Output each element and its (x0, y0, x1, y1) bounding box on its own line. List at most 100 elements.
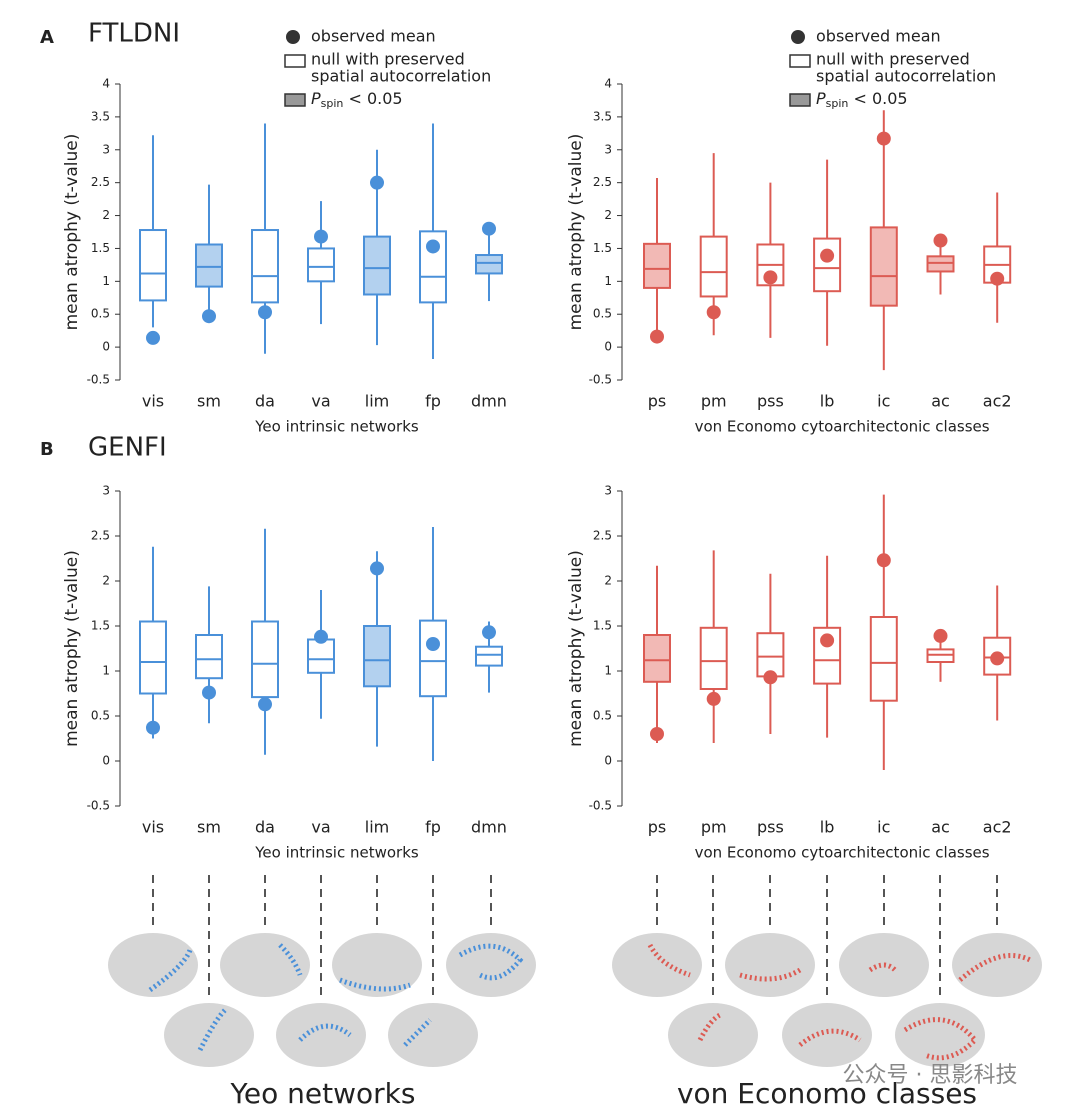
x-tick-label: pss (757, 818, 784, 837)
y-tick-label: 1.5 (593, 241, 612, 255)
box (251, 620, 279, 699)
panel-title: FTLDNI (88, 19, 180, 49)
x-tick-label: lim (365, 392, 389, 411)
panel-title: GENFI (88, 433, 167, 463)
y-tick-label: 0.5 (91, 307, 110, 321)
observed-mean (706, 305, 721, 320)
x-tick-label: da (255, 392, 275, 411)
x-tick-label: ic (877, 392, 890, 411)
observed-mean (876, 553, 891, 568)
y-tick-label: 1 (604, 664, 612, 678)
observed-mean (370, 561, 384, 576)
box (869, 616, 898, 702)
x-tick-label: ac (931, 392, 950, 411)
x-tick-label: pm (701, 818, 727, 837)
y-tick-label: -0.5 (589, 799, 612, 813)
legend-text: < 0.05 (848, 89, 907, 108)
legend-text: spin (321, 97, 344, 110)
observed-mean (202, 685, 216, 700)
legend-text: spin (826, 97, 849, 110)
x-tick-label: ps (648, 392, 667, 411)
legend-box (284, 93, 306, 107)
y-tick-label: 1.5 (593, 619, 612, 633)
x-axis-label: von Economo cytoarchitectonic classes (695, 844, 990, 862)
observed-mean (314, 229, 328, 244)
bottom-label: Yeo networks (230, 1077, 416, 1110)
brain-illustrations (108, 875, 1042, 1067)
y-tick-label: 1.5 (91, 619, 110, 633)
legend-dot (791, 30, 805, 44)
box (643, 634, 671, 683)
observed-mean (933, 628, 948, 643)
bottom-label: von Economo classes (677, 1077, 977, 1110)
x-tick-label: va (311, 818, 330, 837)
watermark: 公众号 · 思影科技 (843, 1063, 1018, 1088)
y-tick-label: 0 (102, 340, 110, 354)
y-tick-label: 2.5 (593, 529, 612, 543)
y-tick-label: 4 (604, 77, 612, 91)
x-axis-label: von Economo cytoarchitectonic classes (695, 418, 990, 436)
box (307, 247, 335, 283)
box (363, 235, 391, 296)
box (869, 226, 898, 307)
x-tick-label: ps (648, 818, 667, 837)
x-tick-label: lim (365, 818, 389, 837)
observed-mean (482, 625, 496, 640)
x-tick-label: sm (197, 392, 221, 411)
y-tick-label: 2.5 (91, 175, 110, 189)
y-tick-label: 2 (604, 208, 612, 222)
box (139, 229, 167, 302)
observed-mean (482, 221, 496, 236)
y-tick-label: 3 (604, 484, 612, 498)
y-tick-label: 3 (102, 484, 110, 498)
box (307, 638, 335, 674)
y-tick-label: 3 (604, 142, 612, 156)
legend-dot (286, 30, 300, 44)
observed-mean (650, 727, 664, 741)
y-tick-label: 3 (102, 142, 110, 156)
x-tick-label: pss (757, 392, 784, 411)
observed-mean (650, 329, 664, 344)
box (363, 625, 391, 688)
box (756, 632, 785, 678)
x-tick-label: da (255, 818, 275, 837)
x-tick-label: va (311, 392, 330, 411)
y-tick-label: 0 (102, 754, 110, 768)
x-tick-label: dmn (471, 392, 507, 411)
legend-text: null with preserved (816, 50, 970, 69)
y-tick-label: 2.5 (91, 529, 110, 543)
x-tick-label: lb (820, 818, 835, 837)
y-tick-label: 1 (102, 664, 110, 678)
y-axis-label: mean atrophy (t-value) (62, 550, 82, 747)
box (699, 626, 728, 690)
y-tick-label: 4 (102, 77, 110, 91)
x-tick-label: lb (820, 392, 835, 411)
y-tick-label: 0.5 (593, 307, 612, 321)
observed-mean (258, 697, 272, 712)
legend-text: null with preserved (311, 50, 465, 69)
legend-box (284, 54, 306, 68)
observed-mean (820, 248, 835, 263)
legend-box (789, 54, 811, 68)
legend-text: P (311, 89, 321, 108)
observed-mean (146, 330, 160, 345)
x-tick-label: ic (877, 818, 890, 837)
x-tick-label: pm (701, 392, 727, 411)
y-tick-label: 0.5 (91, 709, 110, 723)
legend-text: Pspin < 0.05 (816, 89, 908, 111)
box (139, 620, 167, 695)
y-tick-label: -0.5 (589, 373, 612, 387)
panel-letter: B (40, 439, 54, 460)
box (643, 242, 671, 289)
legend-text: observed mean (311, 27, 436, 46)
observed-mean (426, 239, 440, 254)
x-tick-label: ac2 (983, 818, 1012, 837)
y-tick-label: -0.5 (87, 373, 110, 387)
x-tick-label: ac2 (983, 392, 1012, 411)
y-axis-label: mean atrophy (t-value) (566, 134, 586, 331)
observed-mean (876, 131, 891, 146)
x-tick-label: fp (425, 392, 441, 411)
observed-mean (763, 670, 778, 685)
observed-mean (990, 271, 1005, 286)
